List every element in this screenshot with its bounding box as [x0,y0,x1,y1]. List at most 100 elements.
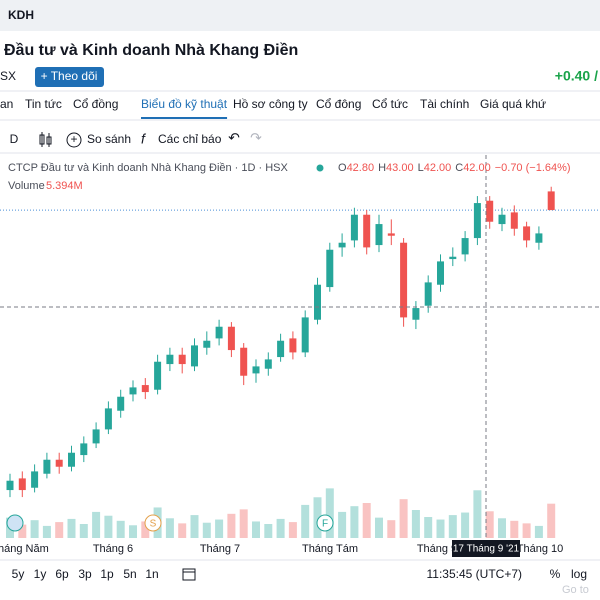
company-name: Đầu tư và Kinh doanh Nhà Khang Điền [4,42,298,59]
volume-bar [67,518,76,538]
follow-button[interactable] [35,67,104,87]
tab[interactable]: Hồ sơ công ty [233,97,308,111]
tab[interactable]: Cổ tức [372,97,408,111]
range-button[interactable]: 5y [12,567,25,581]
redo-button[interactable]: ↷ [250,130,262,146]
candle-body [215,326,223,339]
ohlc-key: L [418,162,424,174]
tab[interactable]: an [0,97,13,111]
exchange: SX [0,69,16,83]
range-button[interactable]: 5n [123,567,136,581]
candle-body [424,282,432,306]
ohlc-value: 42.80 [347,162,375,174]
candle-body [363,214,371,248]
percent-toggle[interactable]: % [550,567,561,581]
volume-bar [461,512,470,538]
tab[interactable]: Cổ đông [316,97,361,111]
volume-bar [498,518,506,538]
range-button[interactable]: 1y [34,567,47,581]
candle-body [264,359,272,369]
ohlc-value: 43.00 [386,162,414,174]
volume-bar [30,520,39,538]
volume-label: Volume [8,180,45,192]
candle-body [227,326,235,351]
volume-bar [325,488,334,538]
candle-body [277,340,285,358]
event-label[interactable]: S [150,519,157,530]
range-button[interactable]: 1n [145,567,158,581]
event-marker[interactable] [316,514,334,532]
tab[interactable]: Tin tức [25,97,62,111]
event-marker[interactable] [144,514,162,532]
volume-bar [424,517,433,538]
event-label[interactable]: F [322,519,328,530]
volume-bar [362,503,371,538]
x-tick-label: Tháng Tám [302,543,358,555]
volume-bar [534,525,543,538]
log-toggle[interactable]: log [571,567,587,581]
candle-icon[interactable] [39,132,52,147]
candle-body [400,242,408,318]
volume-bar [129,525,137,538]
follow-label[interactable]: + Theo dõi [41,69,98,83]
change-value: −0.70 (−1.64%) [495,162,571,174]
x-tick-label: Tháng 10 [517,543,563,555]
ohlc-key: O [338,162,347,174]
candle-body [92,429,100,444]
tab[interactable]: Giá quá khứ [480,97,546,111]
indicators-button[interactable]: Các chỉ báo [158,132,222,146]
indicators-icon[interactable]: f [141,131,147,147]
x-tick-label: Tháng Năm [0,543,49,555]
calendar-icon[interactable] [182,568,196,581]
volume-bar [141,521,150,538]
candle-body [117,396,125,411]
tab[interactable]: Biểu đồ kỹ thuật [141,97,228,111]
watermark: Go to [562,584,589,596]
volume-bar [79,524,88,538]
x-tick-label: Tháng 6 [93,543,133,555]
candle-body [412,308,420,320]
interval-button[interactable]: D [10,132,19,146]
compare-icon[interactable] [66,132,82,148]
x-tick-label: Tháng 7 [200,543,240,555]
status-dot [316,164,324,172]
volume-bar [350,506,359,538]
volume-bar [276,518,285,538]
volume-bar [264,524,273,538]
compare-button[interactable]: So sánh [87,132,131,146]
volume-bar [436,519,445,538]
volume-bar [165,518,174,538]
candle-body [203,340,211,348]
chart-title: CTCP Đầu tư và Kinh doanh Nhà Khang Điền… [8,162,289,174]
candle-body [31,471,39,488]
candle-body [80,443,88,456]
ohlc-key: H [378,162,386,174]
candle-body [68,452,75,467]
candle-body [104,408,112,430]
candle-body [350,214,358,241]
tab[interactable]: Tài chính [420,97,469,111]
x-tick-label: Tháng 9 [417,543,457,555]
range-button[interactable]: 1p [100,567,114,581]
volume-bar [42,525,51,538]
volume-bar [116,520,125,538]
volume-bar [18,524,27,538]
range-button[interactable]: 3p [78,567,92,581]
tab[interactable]: Cổ đồng [73,97,118,111]
candle-body [178,354,186,365]
undo-button[interactable]: ↶ [228,130,240,146]
candle-body [18,478,26,491]
volume-bar [387,520,396,538]
range-button[interactable]: 6p [55,567,69,581]
volume-bar [485,511,494,538]
candle-body [449,256,457,260]
compare-icon-plus[interactable]: + [70,132,77,146]
volume-bar [288,522,297,538]
price-change: +0.40 / [555,68,598,84]
ohlc-value: 42.00 [463,162,491,174]
crosshair-label-bg [452,540,520,557]
volume-bar [375,517,383,538]
volume-bar [338,511,347,538]
